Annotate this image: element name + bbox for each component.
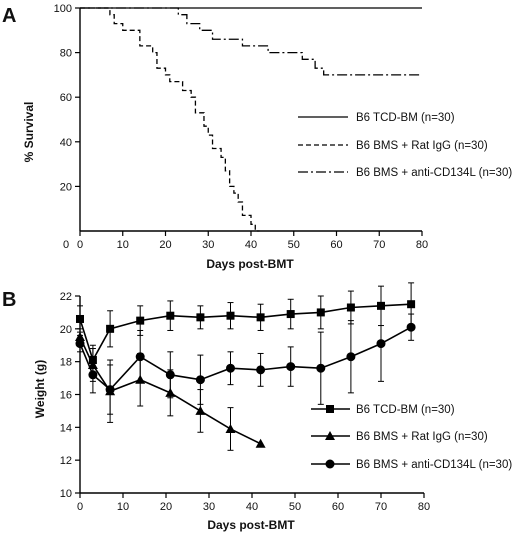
panel-a-x-axis-title: Days post-BMT <box>206 257 294 271</box>
panel-b-data-point <box>226 311 235 320</box>
panel-b-y-axis-title: Weight (g) <box>33 360 47 418</box>
panel-a-y-tick-label: 40 <box>60 137 72 149</box>
panel-b-data-point <box>286 310 295 319</box>
panel-a-y-tick-label: 60 <box>60 92 72 104</box>
panel-b-legend-marker <box>325 431 335 440</box>
panel-a-legend: B6 TCD-BM (n=30) B6 BMS + Rat IgG (n=30) B… <box>298 112 512 179</box>
panel-a-y-tick-label: 100 <box>54 3 72 15</box>
panel-b-weight-chart: B 0 10 20 30 40 50 60 70 80 10 12 14 16 18 20 22 Days p… <box>2 282 512 532</box>
panel-b-data-point <box>195 405 206 415</box>
panel-b-data-point <box>135 352 145 362</box>
panel-b-data-point <box>105 385 115 395</box>
panel-b-data-point <box>106 324 115 333</box>
panel-b-x-tick-label: 10 <box>117 501 129 513</box>
panel-b-x-tick-label: 80 <box>418 501 430 513</box>
panel-b-data-point <box>136 316 145 325</box>
panel-b-data-point <box>226 363 235 373</box>
panel-b-x-tick-label: 20 <box>160 501 172 513</box>
panel-b-data-point <box>196 313 205 322</box>
panel-b-series-0 <box>76 282 416 376</box>
panel-b-x-tick-label: 0 <box>77 501 83 513</box>
panel-b-data-point <box>286 362 296 372</box>
panel-b-x-tick-label: 30 <box>203 501 215 513</box>
panel-b-legend: B6 TCD-BM (n=30) B6 BMS + Rat IgG (n=30) B… <box>311 404 512 471</box>
panel-a-x-tick-label: 70 <box>373 239 385 251</box>
panel-a-x-tick-label: 60 <box>330 239 342 251</box>
panel-b-data-point <box>376 339 386 349</box>
panel-b-data-point <box>316 363 326 373</box>
panel-b-data-point <box>88 370 98 380</box>
panel-b-data-point <box>165 370 175 380</box>
panel-b-data-point <box>256 313 265 322</box>
panel-b-data-point <box>316 308 325 317</box>
panel-a-series-line-2 <box>80 7 422 76</box>
panel-b-legend-label: B6 TCD-BM (n=30) <box>356 404 455 416</box>
panel-a-x-tick-label: 50 <box>288 239 300 251</box>
panel-b-data-point <box>346 352 356 362</box>
panel-b-data-point <box>195 375 205 385</box>
panel-a-y-tick-label: 20 <box>60 181 72 193</box>
panel-b-y-tick-label: 14 <box>60 422 72 434</box>
panel-b-x-axis-title: Days post-BMT <box>207 518 295 532</box>
panel-a-axes: 0 10 20 30 40 50 60 70 80 20 40 60 80 100 0 <box>54 3 428 251</box>
panel-b-y-tick-label: 10 <box>60 488 72 500</box>
panel-b-data-point <box>255 438 266 448</box>
panel-b-y-tick-label: 22 <box>60 291 72 303</box>
panel-b-axes: 0 10 20 30 40 50 60 70 80 10 12 14 16 18 20 22 <box>60 291 430 513</box>
panel-b-series-line <box>79 336 261 445</box>
panel-b-series <box>75 282 416 451</box>
panel-a-x-tick-label: 80 <box>416 239 428 251</box>
panel-b-data-point <box>75 339 85 349</box>
panel-b-legend-label: B6 BMS + Rat IgG (n=30) <box>356 431 488 443</box>
panel-a-series-line-1 <box>80 7 260 232</box>
panel-b-data-point <box>256 365 266 375</box>
panel-a-x-tick-label: 20 <box>159 239 171 251</box>
panel-b-x-tick-label: 70 <box>375 501 387 513</box>
panel-a-series <box>80 7 422 232</box>
panel-b-series-line <box>79 326 412 391</box>
panel-b-data-point <box>407 300 416 309</box>
panel-b-legend-marker <box>325 459 335 469</box>
panel-b-data-point <box>406 322 416 332</box>
panel-b-series-2 <box>75 305 416 415</box>
panel-b-legend-marker <box>326 405 334 413</box>
panel-b-x-tick-label: 40 <box>246 501 258 513</box>
panel-b-data-point <box>225 423 236 433</box>
panel-b-label: B <box>2 289 16 311</box>
panel-b-data-point <box>166 311 175 320</box>
panel-a-x-tick-label: 40 <box>245 239 257 251</box>
panel-a-legend-label: B6 BMS + anti-CD134L (n=30) <box>356 167 512 179</box>
panel-b-y-tick-label: 16 <box>60 390 72 402</box>
panel-a-x-tick-label: 30 <box>202 239 214 251</box>
panel-a-legend-label: B6 BMS + Rat IgG (n=30) <box>356 140 488 152</box>
panel-a-y-tick-label: 80 <box>60 48 72 60</box>
panel-a-y-tick-label: 0 <box>63 239 69 251</box>
panel-a-survival-chart: A 0 10 20 30 40 50 60 70 80 20 40 60 80 100 0 Days pos… <box>2 3 512 271</box>
panel-a-x-tick-label: 10 <box>117 239 129 251</box>
panel-b-legend-label: B6 BMS + anti-CD134L (n=30) <box>356 459 512 471</box>
panel-b-x-tick-label: 60 <box>332 501 344 513</box>
panel-a-legend-label: B6 TCD-BM (n=30) <box>356 112 455 124</box>
panel-a-x-tick-label: 0 <box>77 239 83 251</box>
panel-b-data-point <box>76 314 84 323</box>
panel-a-label: A <box>2 5 16 27</box>
panel-b-y-tick-label: 12 <box>60 455 72 467</box>
panel-b-data-point <box>346 303 355 312</box>
panel-b-y-tick-label: 20 <box>60 324 72 336</box>
panel-b-y-tick-label: 18 <box>60 357 72 369</box>
panel-a-y-axis-title: % Survival <box>22 102 36 163</box>
panel-b-x-tick-label: 50 <box>289 501 301 513</box>
